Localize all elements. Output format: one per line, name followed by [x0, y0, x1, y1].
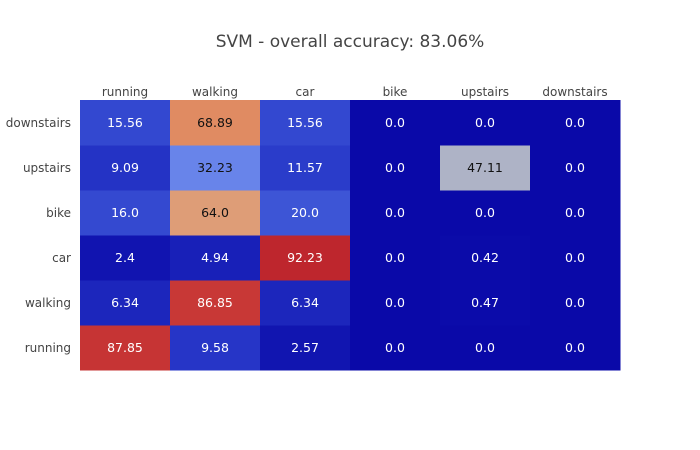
heatmap-cell-label: 68.89	[197, 115, 233, 130]
heatmap-cell-bike-bike	[350, 190, 441, 236]
heatmap-cell-upstairs-downstairs	[530, 145, 621, 191]
heatmap-cell-car-walking	[170, 235, 261, 281]
heatmap-cell-running-downstairs	[530, 325, 621, 371]
heatmap-cell-label: 0.0	[475, 205, 495, 220]
heatmap-cell-label: 15.56	[287, 115, 323, 130]
heatmap-cell-bike-running	[80, 190, 171, 236]
heatmap-cell-label: 0.0	[385, 160, 405, 175]
heatmap-cell-upstairs-walking	[170, 145, 261, 191]
heatmap-cell-label: 11.57	[287, 160, 323, 175]
heatmap-cell-label: 9.58	[201, 340, 229, 355]
heatmap-cell-upstairs-bike	[350, 145, 441, 191]
heatmap-cell-walking-bike	[350, 280, 441, 326]
heatmap-cell-bike-downstairs	[530, 190, 621, 236]
heatmap-cell-downstairs-car	[260, 100, 351, 146]
heatmap-cell-labels: 87.85 9.58 2.57 0.0 0.0 0.0 6.34 86.85 6.34 0.0 0.…	[107, 115, 585, 355]
heatmap-cell-car-bike	[350, 235, 441, 281]
heatmap-cell-car-upstairs	[440, 235, 531, 281]
heatmap-cell-label: 0.0	[565, 115, 585, 130]
heatmap-cell-walking-downstairs	[530, 280, 621, 326]
heatmap-cell-label: 0.0	[565, 250, 585, 265]
heatmap-cell-running-car	[260, 325, 351, 371]
x-tick-label-downstairs: downstairs	[542, 85, 607, 99]
heatmap-cell-upstairs-car	[260, 145, 351, 191]
y-tick-label-walking: walking	[25, 296, 71, 310]
heatmap-cell-running-walking	[170, 325, 261, 371]
y-tick-label-upstairs: upstairs	[23, 161, 71, 175]
heatmap-cell-label: 32.23	[197, 160, 233, 175]
y-axis-tick-labels: running walking car bike upstairs downstairs	[6, 116, 71, 355]
heatmap-cell-label: 0.0	[385, 205, 405, 220]
heatmap-cell-label: 0.0	[385, 295, 405, 310]
x-tick-label-walking: walking	[192, 85, 238, 99]
heatmap-cell-upstairs-upstairs	[440, 145, 531, 191]
heatmap-cell-label: 0.0	[565, 160, 585, 175]
heatmap-cell-downstairs-running	[80, 100, 171, 146]
heatmap-cell-walking-car	[260, 280, 351, 326]
heatmap-cell-label: 6.34	[291, 295, 319, 310]
heatmap-cell-label: 0.42	[471, 250, 499, 265]
heatmap-cell-bike-walking	[170, 190, 261, 236]
x-tick-label-car: car	[296, 85, 315, 99]
heatmap-cell-walking-walking	[170, 280, 261, 326]
heatmap-cell-label: 87.85	[107, 340, 143, 355]
heatmap-cell-label: 47.11	[467, 160, 503, 175]
heatmap-cell-running-bike	[350, 325, 441, 371]
heatmap-cell-label: 0.0	[385, 340, 405, 355]
heatmap-cell-bike-car	[260, 190, 351, 236]
y-tick-label-bike: bike	[46, 206, 71, 220]
heatmap-cells	[80, 100, 621, 371]
heatmap-cell-label: 0.0	[385, 115, 405, 130]
heatmap-cell-label: 9.09	[111, 160, 139, 175]
heatmap-cell-running-running	[80, 325, 171, 371]
heatmap-cell-label: 2.57	[291, 340, 319, 355]
x-tick-label-upstairs: upstairs	[461, 85, 509, 99]
heatmap-cell-bike-upstairs	[440, 190, 531, 236]
heatmap-cell-car-running	[80, 235, 171, 281]
heatmap-cell-downstairs-upstairs	[440, 100, 531, 146]
heatmap-cell-label: 0.0	[565, 340, 585, 355]
chart-title: SVM - overall accuracy: 83.06%	[215, 32, 485, 52]
heatmap-cell-upstairs-running	[80, 145, 171, 191]
heatmap-cell-downstairs-downstairs	[530, 100, 621, 146]
heatmap-cell-label: 0.0	[475, 340, 495, 355]
heatmap-cell-car-car	[260, 235, 351, 281]
x-tick-label-bike: bike	[383, 85, 408, 99]
heatmap-cell-running-upstairs	[440, 325, 531, 371]
heatmap-cell-label: 64.0	[201, 205, 229, 220]
heatmap-cell-label: 0.0	[565, 205, 585, 220]
heatmap-cell-walking-running	[80, 280, 171, 326]
heatmap-cell-label: 6.34	[111, 295, 139, 310]
heatmap-cell-label: 2.4	[115, 250, 135, 265]
heatmap-cell-label: 4.94	[201, 250, 229, 265]
heatmap-cell-label: 20.0	[291, 205, 319, 220]
heatmap-cell-label: 0.0	[565, 295, 585, 310]
y-tick-label-car: car	[52, 251, 71, 265]
heatmap-cell-label: 0.0	[475, 115, 495, 130]
heatmap-cell-label: 92.23	[287, 250, 323, 265]
y-tick-label-running: running	[25, 341, 71, 355]
heatmap-cell-label: 16.0	[111, 205, 139, 220]
heatmap-cell-label: 15.56	[107, 115, 143, 130]
heatmap-cell-label: 0.47	[471, 295, 499, 310]
heatmap-cell-car-downstairs	[530, 235, 621, 281]
heatmap-cell-label: 86.85	[197, 295, 233, 310]
heatmap-cell-walking-upstairs	[440, 280, 531, 326]
heatmap-cell-downstairs-bike	[350, 100, 441, 146]
heatmap-cell-downstairs-walking	[170, 100, 261, 146]
x-tick-label-running: running	[102, 85, 148, 99]
x-axis-tick-labels: running walking car bike upstairs downstairs	[102, 85, 608, 99]
heatmap-cell-label: 0.0	[385, 250, 405, 265]
y-tick-label-downstairs: downstairs	[6, 116, 71, 130]
